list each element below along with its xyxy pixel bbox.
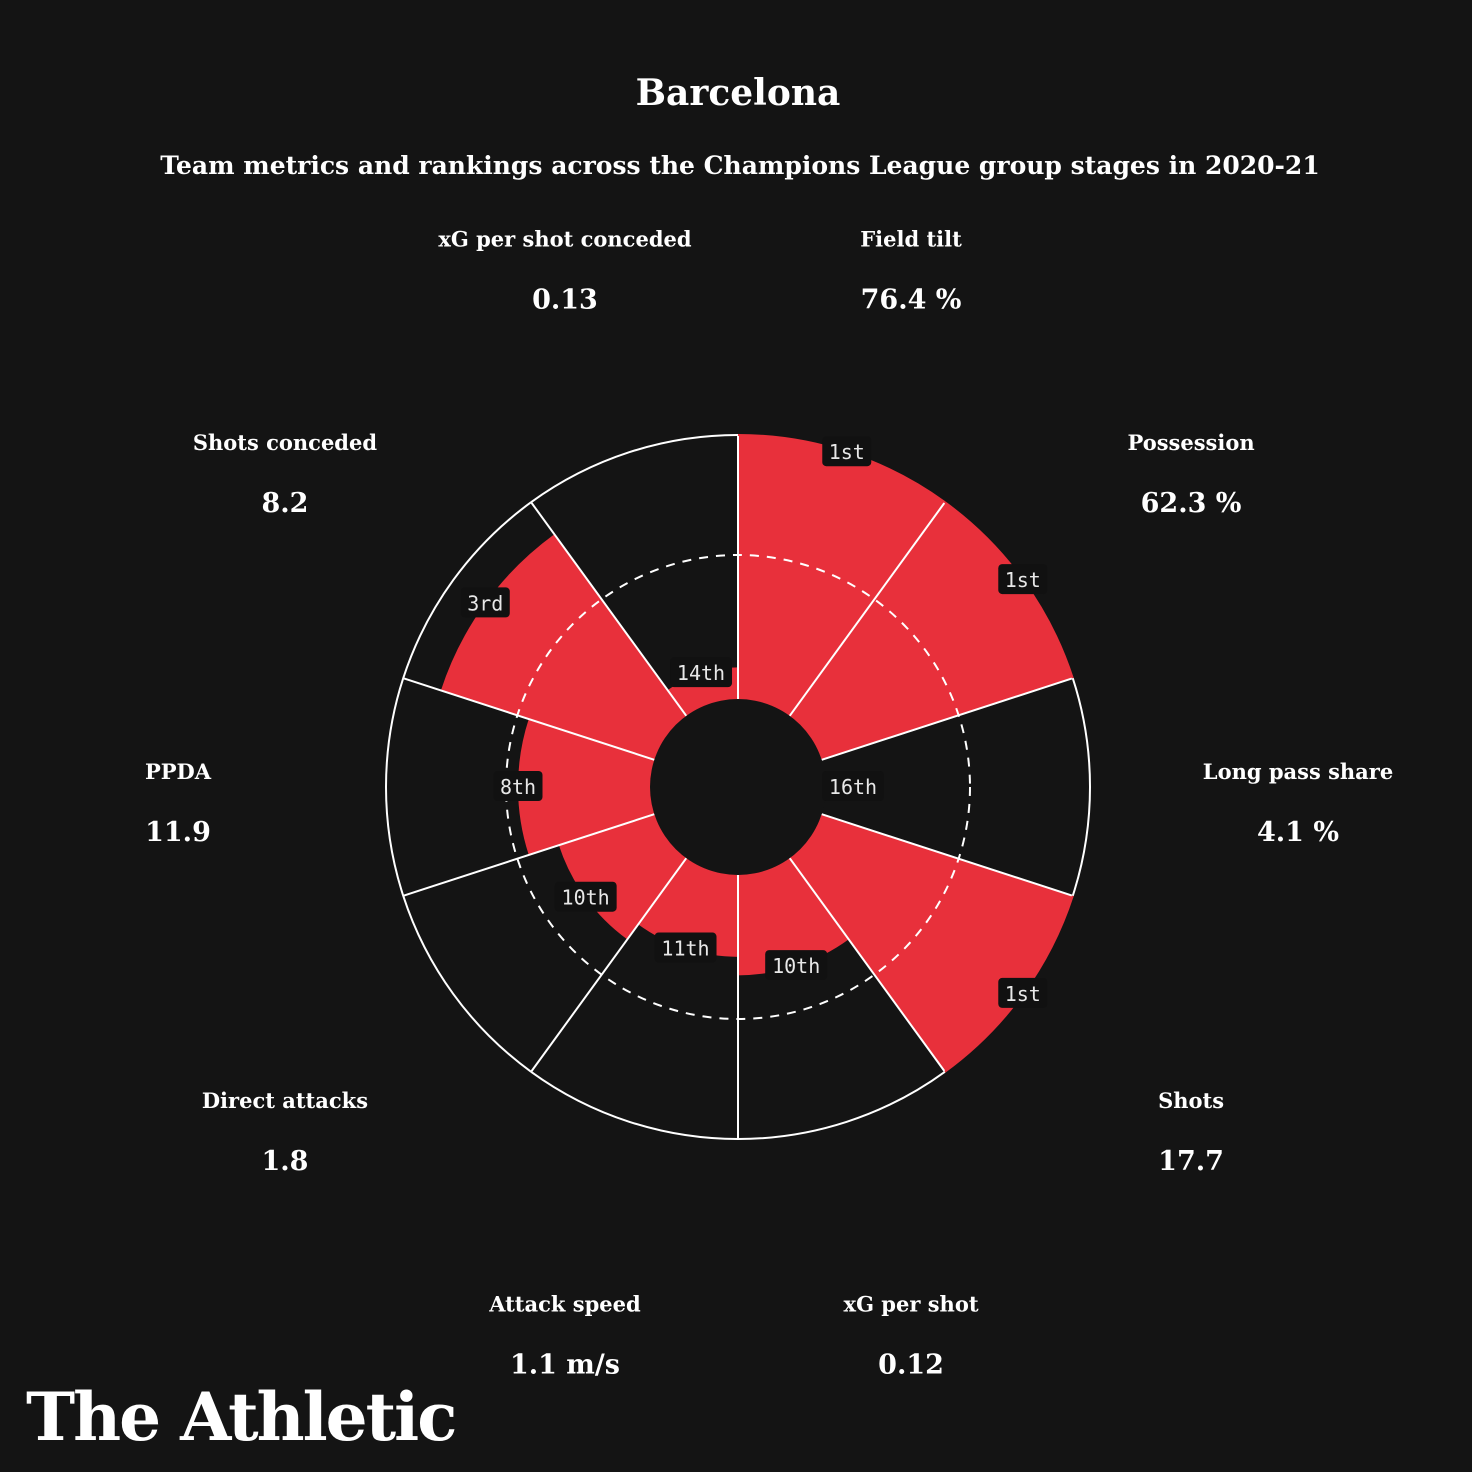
rank-tag-bg bbox=[654, 932, 717, 963]
metric-value-shots-conceded: 8.2 bbox=[261, 488, 308, 519]
metric-value-direct-attacks: 1.8 bbox=[261, 1146, 308, 1177]
rank-tag: 1st bbox=[998, 977, 1048, 1008]
rank-label: 1st bbox=[829, 440, 865, 464]
sector-shots-conceded bbox=[440, 534, 688, 761]
chart-subtitle: Team metrics and rankings across the Cha… bbox=[160, 151, 1319, 180]
sector-direct-attacks bbox=[558, 813, 688, 940]
rank-tag-bg bbox=[765, 950, 828, 981]
rank-tag-bg bbox=[554, 881, 617, 912]
metric-name-possession: Possession bbox=[1127, 430, 1254, 455]
athletic-logo: The Athletic bbox=[26, 1378, 455, 1456]
metric-value-ppda: 11.9 bbox=[145, 817, 211, 848]
metric-value-possession: 62.3 % bbox=[1141, 488, 1242, 519]
rank-tag: 16th bbox=[822, 771, 884, 801]
metric-name-field-tilt: Field tilt bbox=[860, 226, 962, 251]
metric-label-group: Field tilt 76.4 % Possession 62.3 % Long pas… bbox=[145, 226, 1393, 1380]
metric-value-xg-per-shot-conceded: 0.13 bbox=[532, 284, 598, 315]
rank-tag: 8th bbox=[493, 771, 543, 801]
rank-label: 1st bbox=[1005, 568, 1041, 592]
metric-name-shots: Shots bbox=[1158, 1088, 1224, 1113]
outer-arc bbox=[385, 677, 405, 897]
rank-label-group: 1st 1st 16th 1st 10th 11th 10th 8th 3rd 14th bbox=[460, 436, 1048, 1008]
sector-xg-per-shot bbox=[738, 856, 849, 976]
rank-tag-bg bbox=[822, 436, 872, 467]
sector-field-tilt bbox=[738, 435, 945, 718]
rank-tag-bg bbox=[670, 657, 733, 688]
outer-arc bbox=[530, 434, 739, 504]
metric-value-field-tilt: 76.4 % bbox=[861, 284, 962, 315]
rank-tag-bg bbox=[998, 564, 1048, 595]
outer-arc bbox=[530, 1070, 739, 1140]
spoke-line bbox=[821, 813, 1074, 897]
rank-tag: 1st bbox=[822, 436, 872, 467]
outer-arc bbox=[1071, 677, 1091, 897]
rank-label: 10th bbox=[562, 886, 610, 910]
rank-tag-bg bbox=[822, 771, 884, 801]
spoke-line bbox=[530, 857, 688, 1073]
rank-tag: 11th bbox=[654, 932, 717, 963]
metric-name-attack-speed: Attack speed bbox=[488, 1292, 641, 1317]
rank-tag-bg bbox=[998, 977, 1048, 1008]
metric-name-direct-attacks: Direct attacks bbox=[202, 1088, 368, 1113]
metric-value-xg-per-shot: 0.12 bbox=[878, 1350, 944, 1381]
metric-name-shots-conceded: Shots conceded bbox=[193, 430, 378, 455]
rank-label: 14th bbox=[677, 661, 725, 685]
metric-value-attack-speed: 1.1 m/s bbox=[510, 1350, 620, 1381]
rank-label: 11th bbox=[661, 937, 709, 961]
spoke-line bbox=[402, 813, 655, 897]
spoke-line bbox=[530, 501, 688, 717]
rank-tag: 3rd bbox=[460, 587, 510, 618]
rank-tag: 10th bbox=[554, 881, 617, 912]
rank-label: 1st bbox=[1005, 982, 1041, 1006]
spoke-line bbox=[821, 677, 1074, 761]
rank-tag: 14th bbox=[670, 657, 733, 688]
metric-name-xg-per-shot-conceded: xG per shot conceded bbox=[438, 226, 692, 251]
rank-label: 3rd bbox=[467, 591, 503, 615]
spoke-line bbox=[788, 857, 946, 1073]
rank-tag: 1st bbox=[998, 564, 1048, 595]
rank-label: 16th bbox=[829, 775, 877, 799]
outer-arc bbox=[737, 1070, 946, 1140]
outer-arc bbox=[402, 895, 532, 1073]
rank-tag-bg bbox=[460, 587, 510, 618]
spoke-line bbox=[402, 677, 655, 761]
rank-tag: 10th bbox=[765, 950, 828, 981]
metric-value-shots: 17.7 bbox=[1158, 1146, 1224, 1177]
metric-name-ppda: PPDA bbox=[145, 759, 212, 784]
center-hole bbox=[650, 699, 826, 875]
metric-name-long-pass-share: Long pass share bbox=[1203, 759, 1393, 784]
metric-name-xg-per-shot: xG per shot bbox=[844, 1292, 979, 1317]
rank-label: 10th bbox=[772, 954, 820, 978]
outer-arc bbox=[402, 501, 532, 679]
chart-title: Barcelona bbox=[636, 72, 841, 114]
metric-value-long-pass-share: 4.1 % bbox=[1257, 817, 1339, 848]
rank-label: 8th bbox=[500, 775, 536, 799]
spoke-line bbox=[788, 501, 946, 717]
sector-attack-speed bbox=[638, 856, 738, 957]
rank-tag-bg bbox=[493, 771, 543, 801]
sector-ppda bbox=[518, 719, 657, 855]
